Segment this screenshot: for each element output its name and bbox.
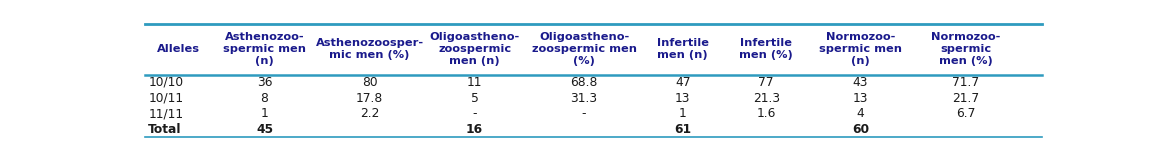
- Text: 13: 13: [852, 92, 868, 105]
- Text: 68.8: 68.8: [571, 76, 598, 89]
- Text: -: -: [581, 107, 586, 120]
- Text: 1: 1: [679, 107, 687, 120]
- Text: Oligoastheno-
zoospermic
men (n): Oligoastheno- zoospermic men (n): [430, 32, 520, 66]
- Text: Normozoo-
spermic
men (%): Normozoo- spermic men (%): [931, 32, 1001, 66]
- Text: 17.8: 17.8: [356, 92, 383, 105]
- Text: Asthenozoosper-
mic men (%): Asthenozoosper- mic men (%): [315, 38, 424, 60]
- Text: 4: 4: [857, 107, 864, 120]
- Text: 16: 16: [466, 123, 483, 136]
- Text: 47: 47: [675, 76, 690, 89]
- Text: 11/11: 11/11: [148, 107, 183, 120]
- Text: Infertile
men (n): Infertile men (n): [657, 38, 709, 60]
- Text: 71.7: 71.7: [952, 76, 979, 89]
- Text: Asthenozoo-
spermic men
(n): Asthenozoo- spermic men (n): [223, 32, 306, 66]
- Text: 43: 43: [852, 76, 868, 89]
- Text: Normozoo-
spermic men
(n): Normozoo- spermic men (n): [819, 32, 902, 66]
- Text: 31.3: 31.3: [571, 92, 598, 105]
- Text: 36: 36: [257, 76, 272, 89]
- Text: 10/10: 10/10: [148, 76, 183, 89]
- Text: 77: 77: [758, 76, 774, 89]
- Text: 5: 5: [470, 92, 478, 105]
- Text: Infertile
men (%): Infertile men (%): [739, 38, 793, 60]
- Text: 21.3: 21.3: [753, 92, 779, 105]
- Text: 21.7: 21.7: [952, 92, 979, 105]
- Text: 1: 1: [261, 107, 269, 120]
- Text: 6.7: 6.7: [955, 107, 975, 120]
- Text: 11: 11: [467, 76, 483, 89]
- Text: Alleles: Alleles: [156, 44, 200, 54]
- Text: Total: Total: [148, 123, 182, 136]
- Text: 2.2: 2.2: [360, 107, 380, 120]
- Text: 8: 8: [261, 92, 269, 105]
- Text: 61: 61: [674, 123, 691, 136]
- Text: 45: 45: [256, 123, 273, 136]
- Text: Oligoastheno-
zoospermic men
(%): Oligoastheno- zoospermic men (%): [532, 32, 637, 66]
- Text: 80: 80: [361, 76, 378, 89]
- Text: 10/11: 10/11: [148, 92, 183, 105]
- Text: 60: 60: [852, 123, 868, 136]
- Text: -: -: [472, 107, 477, 120]
- Text: 1.6: 1.6: [756, 107, 776, 120]
- Text: 13: 13: [675, 92, 690, 105]
